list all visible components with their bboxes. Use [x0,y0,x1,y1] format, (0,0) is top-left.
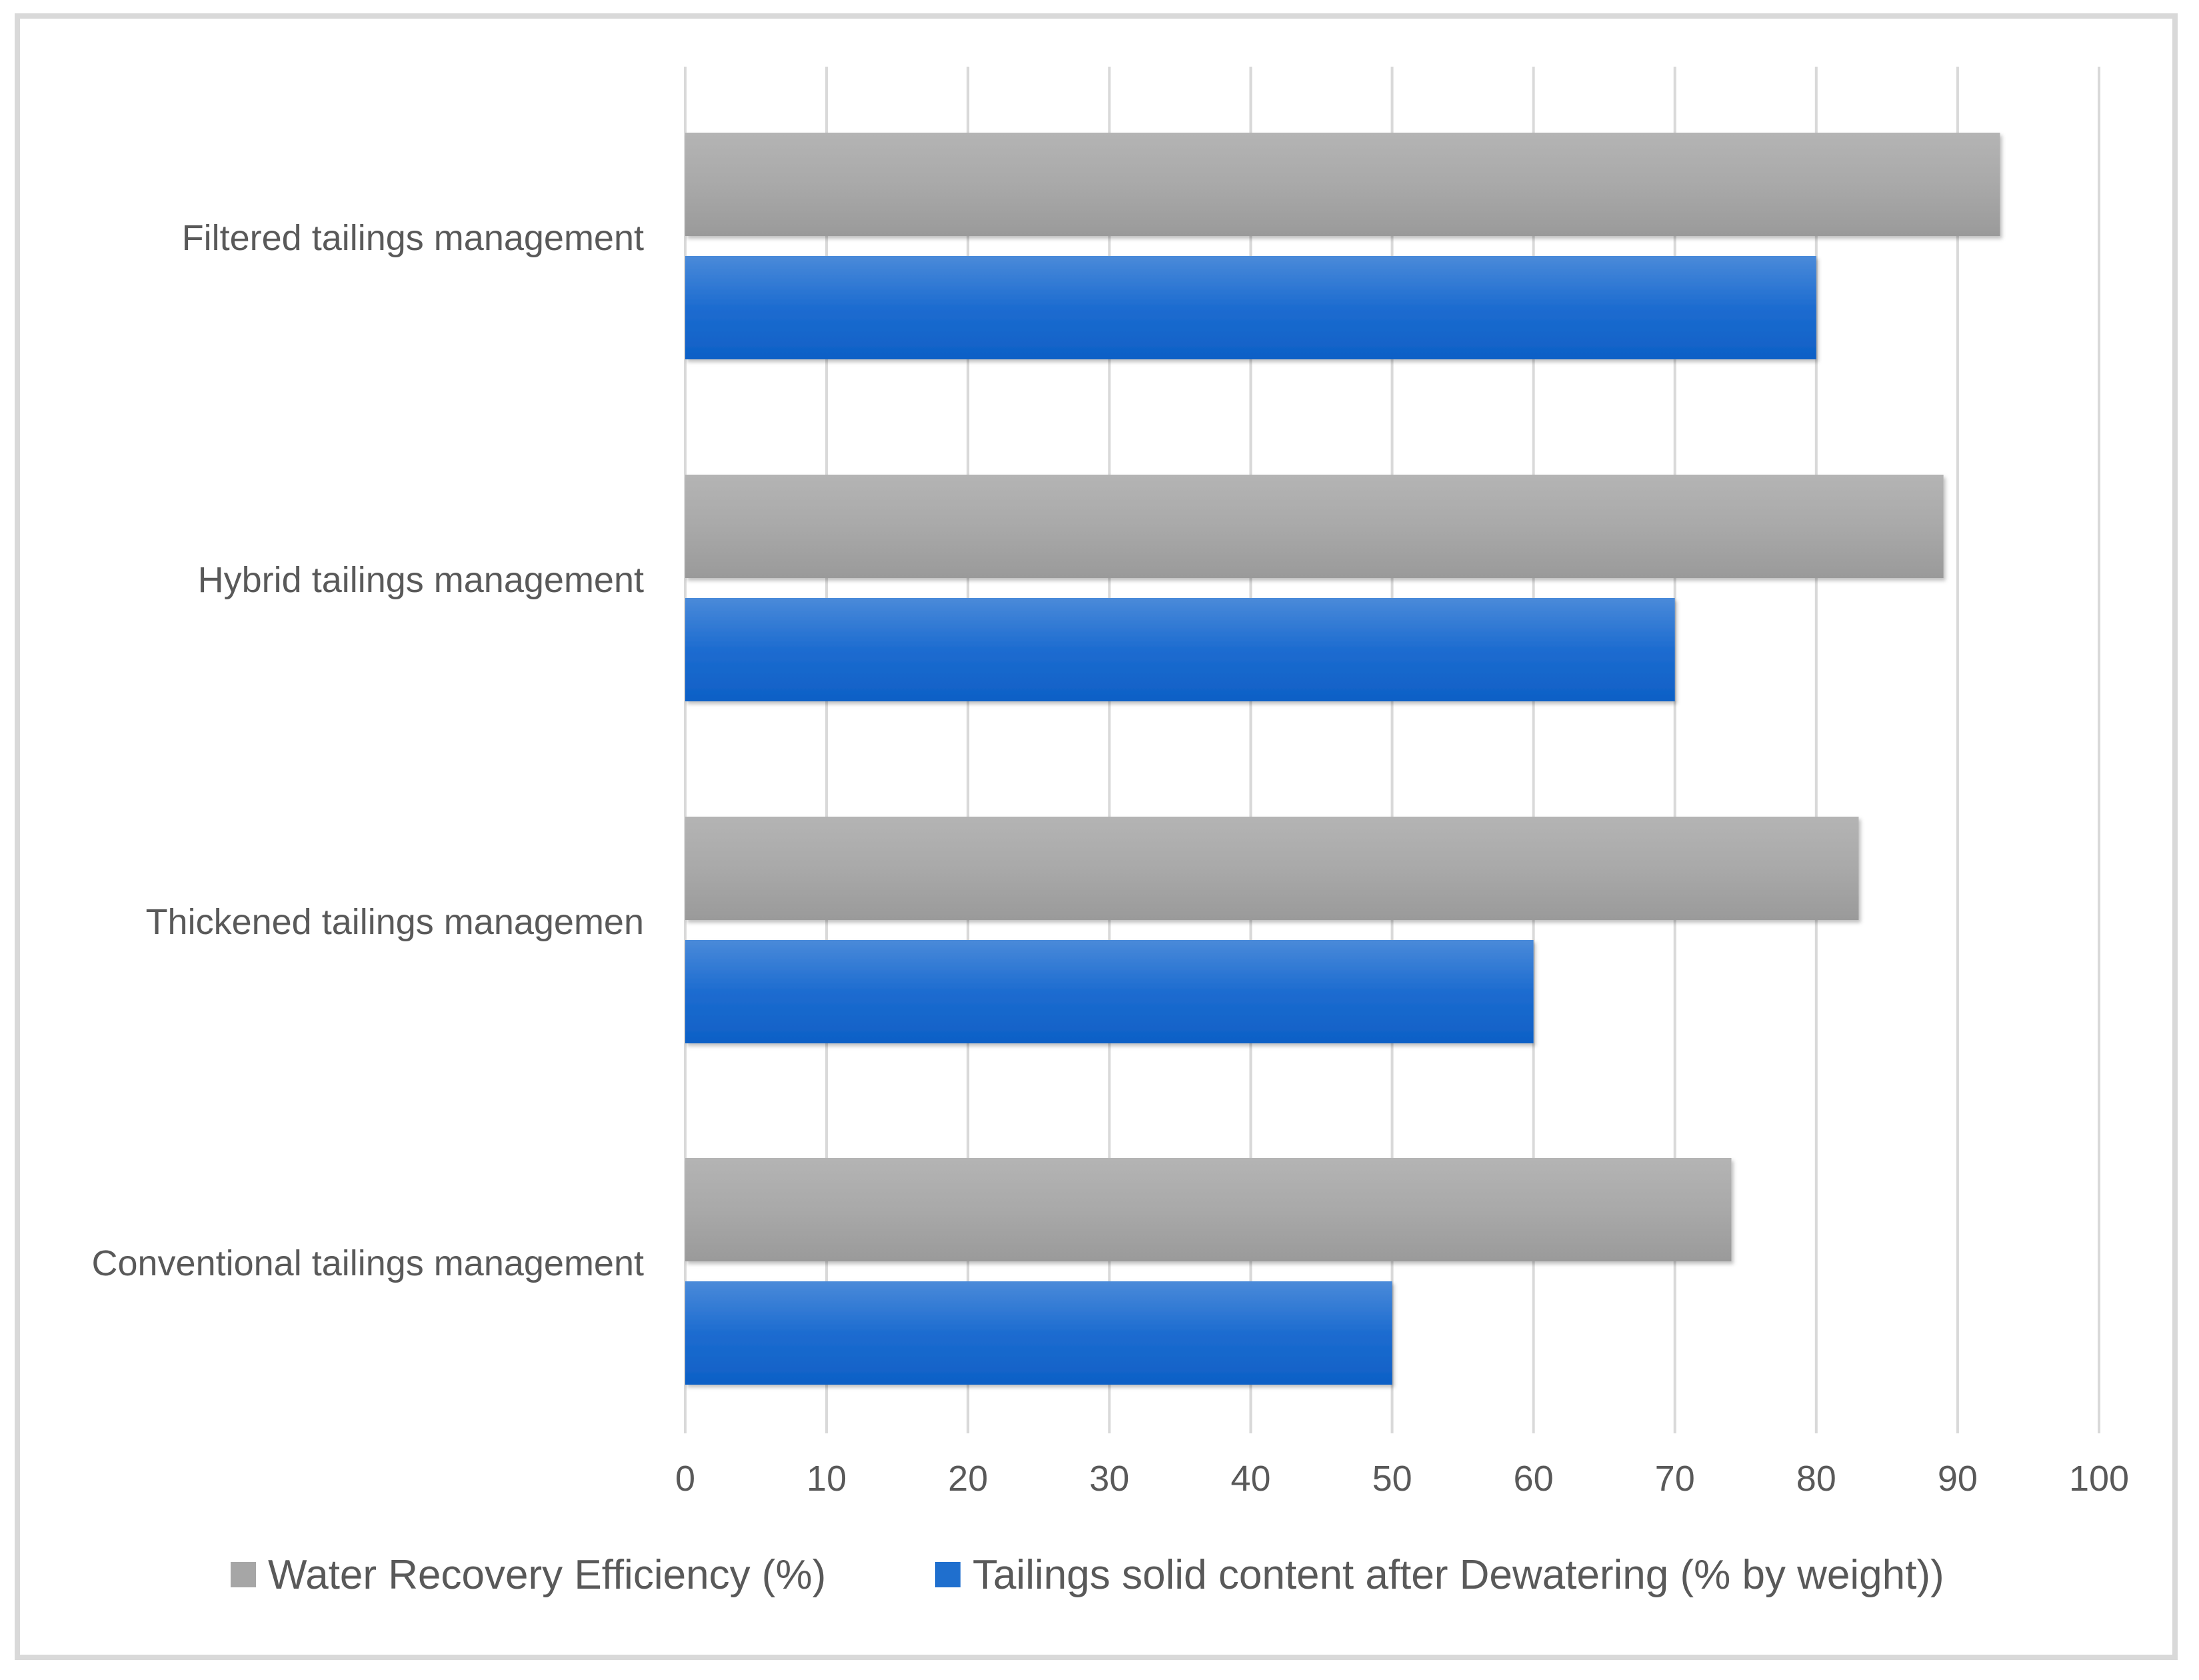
bar-water-recovery-2 [685,475,1944,578]
x-tick-label-80: 80 [1796,1459,1836,1499]
category-label-3: Filtered tailings management [182,218,644,258]
x-tick-label-10: 10 [807,1459,847,1499]
x-tick-label-40: 40 [1230,1459,1270,1499]
bar-solid-content-3 [685,256,1816,359]
x-tick-label-50: 50 [1372,1459,1412,1499]
category-label-2: Hybrid tailings management [198,560,644,600]
x-axis-tick-labels: 0 10 20 30 40 50 60 70 80 90 100 [675,1459,2129,1499]
bar-water-recovery-0 [685,1158,1732,1261]
category-label-1: Thickened tailings managemen [146,902,644,942]
bar-water-recovery-3 [685,133,2000,236]
x-tick-label-30: 30 [1089,1459,1129,1499]
bars [685,133,2000,1385]
legend-swatch-solid-content [935,1562,961,1587]
legend-label-solid-content: Tailings solid content after Dewatering … [973,1552,1944,1598]
bar-solid-content-1 [685,940,1534,1043]
category-label-0: Conventional tailings management [91,1243,644,1283]
x-tick-label-90: 90 [1938,1459,1978,1499]
category-labels: Conventional tailings management Thickene… [91,218,644,1283]
x-tick-label-0: 0 [675,1459,695,1499]
legend-label-water-recovery: Water Recovery Efficiency (%) [268,1552,826,1598]
legend-swatch-water-recovery [231,1562,256,1587]
legend: Water Recovery Efficiency (%) Tailings so… [231,1552,1944,1598]
x-tick-label-70: 70 [1655,1459,1695,1499]
bar-water-recovery-1 [685,817,1859,920]
bar-solid-content-2 [685,598,1675,701]
x-tick-label-20: 20 [948,1459,988,1499]
x-tick-label-100: 100 [2069,1459,2129,1499]
x-tick-label-60: 60 [1514,1459,1554,1499]
bar-solid-content-0 [685,1281,1392,1385]
